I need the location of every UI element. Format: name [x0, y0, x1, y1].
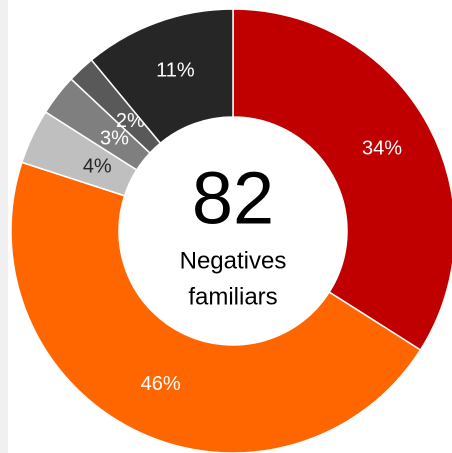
slice [10, 161, 422, 453]
data-label: 4% [83, 155, 112, 177]
slice [232, 8, 452, 351]
left-border [0, 0, 8, 453]
data-label: 3% [100, 127, 129, 149]
center-value: 82 [192, 157, 274, 240]
center-text: familiars [188, 283, 277, 310]
data-label: 46% [141, 373, 181, 395]
center-text: Negatives [180, 247, 287, 274]
data-label: 11% [156, 59, 195, 81]
data-label: 34% [362, 137, 402, 159]
slice [90, 8, 234, 145]
